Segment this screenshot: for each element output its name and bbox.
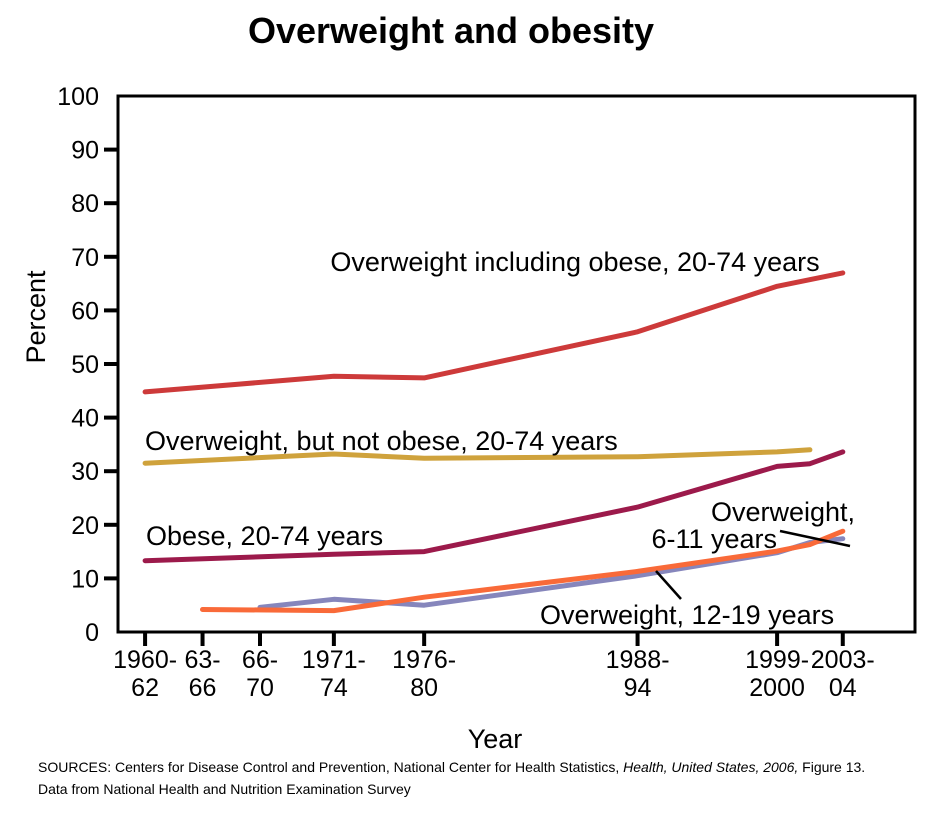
- series-line-overweight-but-not-obese-20-74-years: [142, 447, 813, 466]
- y-tick-label: 70: [71, 244, 99, 272]
- label-overweight-not-obese: Overweight, but not obese, 20-74 years: [145, 426, 618, 456]
- x-tick-label-line2: 62: [131, 674, 159, 702]
- y-axis-title: Percent: [21, 270, 51, 364]
- series-line-overweight-including-obese-20-74-years: [142, 270, 846, 395]
- source-line-1-citation: Health, United States, 2006,: [623, 759, 799, 775]
- source-line-1-prefix: SOURCES: Centers for Disease Control and…: [38, 759, 624, 775]
- x-tick-label-line2: 04: [829, 674, 857, 702]
- line-chart: 01020304050607080901001960-6263-6666-701…: [21, 83, 917, 754]
- y-tick-label: 20: [71, 512, 99, 540]
- x-tick-label-line1: 2003-: [811, 646, 875, 674]
- label-obese: Obese, 20-74 years: [146, 521, 383, 551]
- chart-title: Overweight and obesity: [247, 10, 655, 51]
- series-line-obese-20-74-years: [142, 449, 846, 564]
- source-note: SOURCES: Centers for Disease Control and…: [38, 756, 928, 800]
- label-overweight-including-obese: Overweight including obese, 20-74 years: [330, 247, 819, 277]
- y-tick-label: 100: [57, 83, 99, 111]
- source-line-1: SOURCES: Centers for Disease Control and…: [38, 756, 928, 778]
- y-tick-label: 40: [71, 405, 99, 433]
- y-tick-label: 10: [71, 565, 99, 593]
- source-line-2: Data from National Health and Nutrition …: [38, 781, 411, 797]
- y-tick-label: 90: [71, 137, 99, 165]
- x-tick-label-line1: 66-: [242, 646, 278, 674]
- y-tick-label: 30: [71, 458, 99, 486]
- x-tick-label-line1: 1976-: [392, 646, 456, 674]
- x-axis-title: Year: [468, 724, 523, 754]
- x-tick-label-line1: 1971-: [302, 646, 366, 674]
- leader-line-6-11: [779, 529, 851, 548]
- label-overweight-6-11-line1: Overweight,: [711, 497, 855, 527]
- x-tick-label-line1: 63-: [184, 646, 220, 674]
- plot-border: [116, 94, 917, 634]
- x-tick-label-line1: 1960-: [113, 646, 177, 674]
- y-tick-label: 50: [71, 351, 99, 379]
- label-overweight-12-19: Overweight, 12-19 years: [540, 600, 834, 630]
- y-tick-label: 60: [71, 297, 99, 325]
- leader-line-12-19: [655, 570, 682, 600]
- x-tick-label-line2: 74: [320, 674, 348, 702]
- source-line-1-suffix: Figure 13.: [798, 759, 866, 775]
- x-tick-label-line2: 80: [410, 674, 438, 702]
- x-tick-label-line2: 70: [246, 674, 274, 702]
- y-tick-label: 80: [71, 190, 99, 218]
- x-tick-label-line2: 66: [189, 674, 217, 702]
- x-tick-label-line1: 1988-: [606, 646, 670, 674]
- x-tick-label-line1: 1999-: [745, 646, 809, 674]
- x-tick-label-line2: 94: [624, 674, 652, 702]
- y-tick-label: 0: [85, 619, 99, 647]
- x-tick-label-line2: 2000: [749, 674, 805, 702]
- label-overweight-6-11-line2: 6-11 years: [651, 524, 777, 554]
- series-line-overweight-6-11-years: [200, 528, 846, 614]
